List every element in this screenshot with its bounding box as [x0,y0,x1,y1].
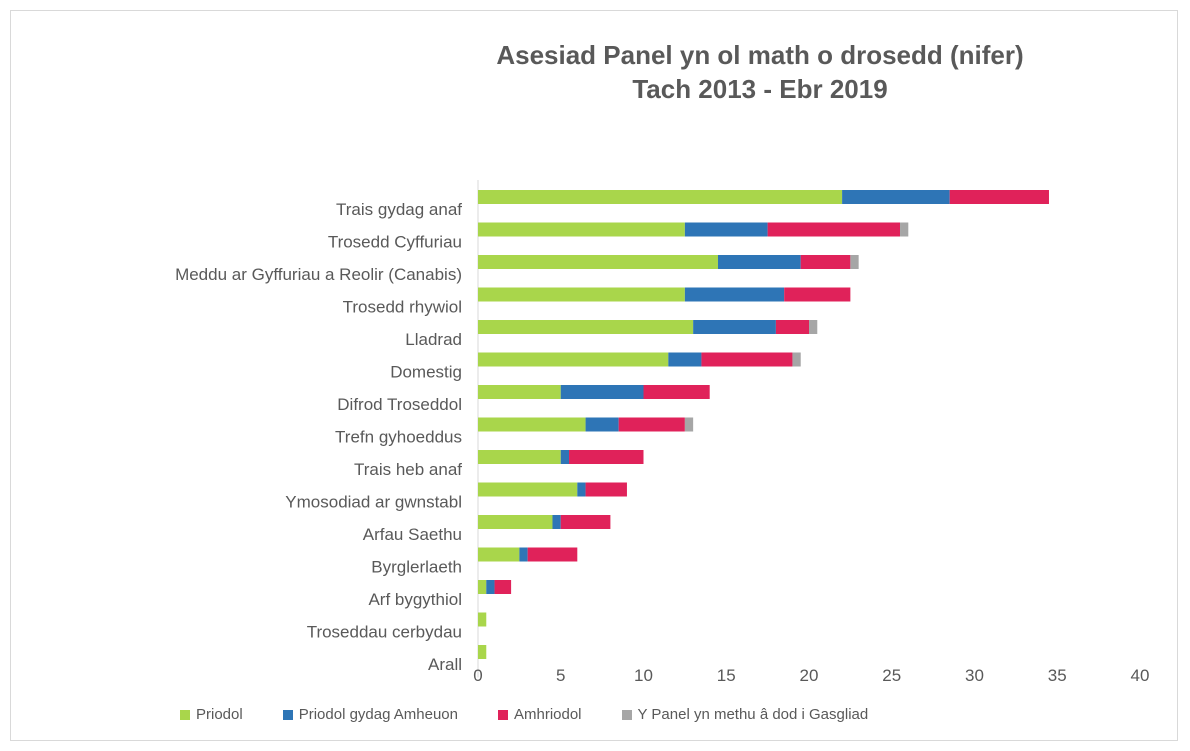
legend-swatch [621,709,632,720]
legend-label: Priodol [196,706,243,723]
bar-segment-amhriodol [618,417,685,432]
legend-swatch [180,709,190,720]
legend-swatch [497,709,508,720]
bar-segment-amhriodol [800,255,851,269]
category-label: Arf bygythiol [368,590,462,609]
bar-segment-amhriodol [784,287,851,302]
bar-segment-priodol [478,450,561,464]
category-label: Trais heb anaf [354,460,462,479]
legend-label: Y Panel yn methu â dod i Gasgliad [637,706,869,723]
bar-segment-priodol-gydag-amheuon [560,385,644,399]
bar-segment-priodol-gydag-amheuon [668,352,702,367]
bar-chart: Trais gydag anaf Trosedd Cyffuriau Meddu a… [175,180,1150,685]
bar-segment-amhriodol [949,190,1049,204]
bar-segment-priodol-gydag-amheuon [585,417,619,432]
legend-item: Y Panel yn methu â dod i Gasgliad [621,706,869,723]
bar-segment-priodol [478,320,694,334]
bar-segment-priodol [478,255,718,269]
bar-segment-priodol [478,547,520,562]
bar-segment-amhriodol [585,482,627,497]
bar-segment-priodol [478,385,561,399]
bar-segment-priodol-gydag-amheuon [519,547,528,562]
chart-title: Asesiad Panel yn ol math o drosedd (nife… [430,38,1090,106]
category-label: Lladrad [405,330,462,349]
bar-segment-priodol-gydag-amheuon [693,320,776,334]
bar-segment-amhriodol [560,515,611,529]
chart-legend: Priodol Priodol gydag Amheuon Amhriodol Y P… [180,706,868,723]
x-tick-label: 0 [473,666,482,685]
bar-segment-priodol-gydag-amheuon [552,515,561,529]
x-tick-label: 35 [1048,666,1067,685]
x-tick-label: 20 [800,666,819,685]
bar-segment-amhriodol [643,385,710,399]
bar-segment-amhriodol [767,222,901,237]
bar-segment-panel-yn-methu [900,222,909,237]
bar-segment-priodol [478,515,553,529]
legend-item: Priodol [180,706,243,723]
bar-segment-panel-yn-methu [684,417,694,432]
bar-segment-panel-yn-methu [809,320,818,334]
category-label: Difrod Troseddol [337,395,462,414]
bar-segment-priodol [478,580,487,594]
legend-swatch [282,709,293,720]
bar-segment-amhriodol [701,352,793,367]
x-tick-label: 10 [634,666,653,685]
bar-segment-amhriodol [569,450,644,464]
x-tick-label: 25 [882,666,901,685]
bar-segment-priodol [478,352,669,367]
chart-frame [10,10,1178,741]
x-tick-label: 5 [556,666,565,685]
bar-segment-amhriodol [775,320,809,334]
category-label: Trosedd rhywiol [343,298,462,317]
bar-segment-amhriodol [527,547,578,562]
bar-segment-panel-yn-methu [792,352,801,367]
bar-segment-priodol-gydag-amheuon [684,287,785,302]
legend-label: Amhriodol [513,706,582,723]
category-label: Arall [428,655,462,674]
category-label: Troseddau cerbydau [307,623,462,642]
bar-segment-priodol [478,612,487,627]
bar-segment-priodol-gydag-amheuon [560,450,570,464]
bar-segment-priodol [478,645,487,659]
bar-segment-priodol [478,482,578,497]
bar-segment-priodol-gydag-amheuon [486,580,495,594]
x-tick-label: 30 [965,666,984,685]
category-label: Meddu ar Gyffuriau a Reolir (Canabis) [175,265,462,284]
legend-item: Amhriodol [497,706,582,723]
bar-segment-priodol-gydag-amheuon [842,190,950,204]
x-tick-label: 15 [717,666,736,685]
category-label: Trais gydag anaf [336,200,462,219]
bar-segment-priodol [478,222,685,237]
category-label: Byrglerlaeth [371,558,462,577]
category-label: Arfau Saethu [363,525,462,544]
bar-segment-amhriodol [494,580,512,594]
bar-segment-priodol [478,417,586,432]
legend-item: Priodol gydag Amheuon [282,706,458,723]
legend-label: Priodol gydag Amheuon [298,706,458,723]
category-label: Trosedd Cyffuriau [328,233,462,252]
bar-segment-priodol-gydag-amheuon [717,255,801,269]
bar-segment-priodol-gydag-amheuon [684,222,768,237]
bar-segment-priodol-gydag-amheuon [577,482,586,497]
category-label: Ymosodiad ar gwnstabl [285,493,462,512]
bar-segment-priodol [478,190,843,204]
bar-segment-panel-yn-methu [850,255,859,269]
chart-title-line-2: Tach 2013 - Ebr 2019 [632,74,888,104]
bar-segment-priodol [478,287,685,302]
category-label: Domestig [390,363,462,382]
chart-title-line-1: Asesiad Panel yn ol math o drosedd (nife… [496,40,1024,70]
x-tick-label: 40 [1131,666,1150,685]
category-label: Trefn gyhoeddus [335,428,462,447]
